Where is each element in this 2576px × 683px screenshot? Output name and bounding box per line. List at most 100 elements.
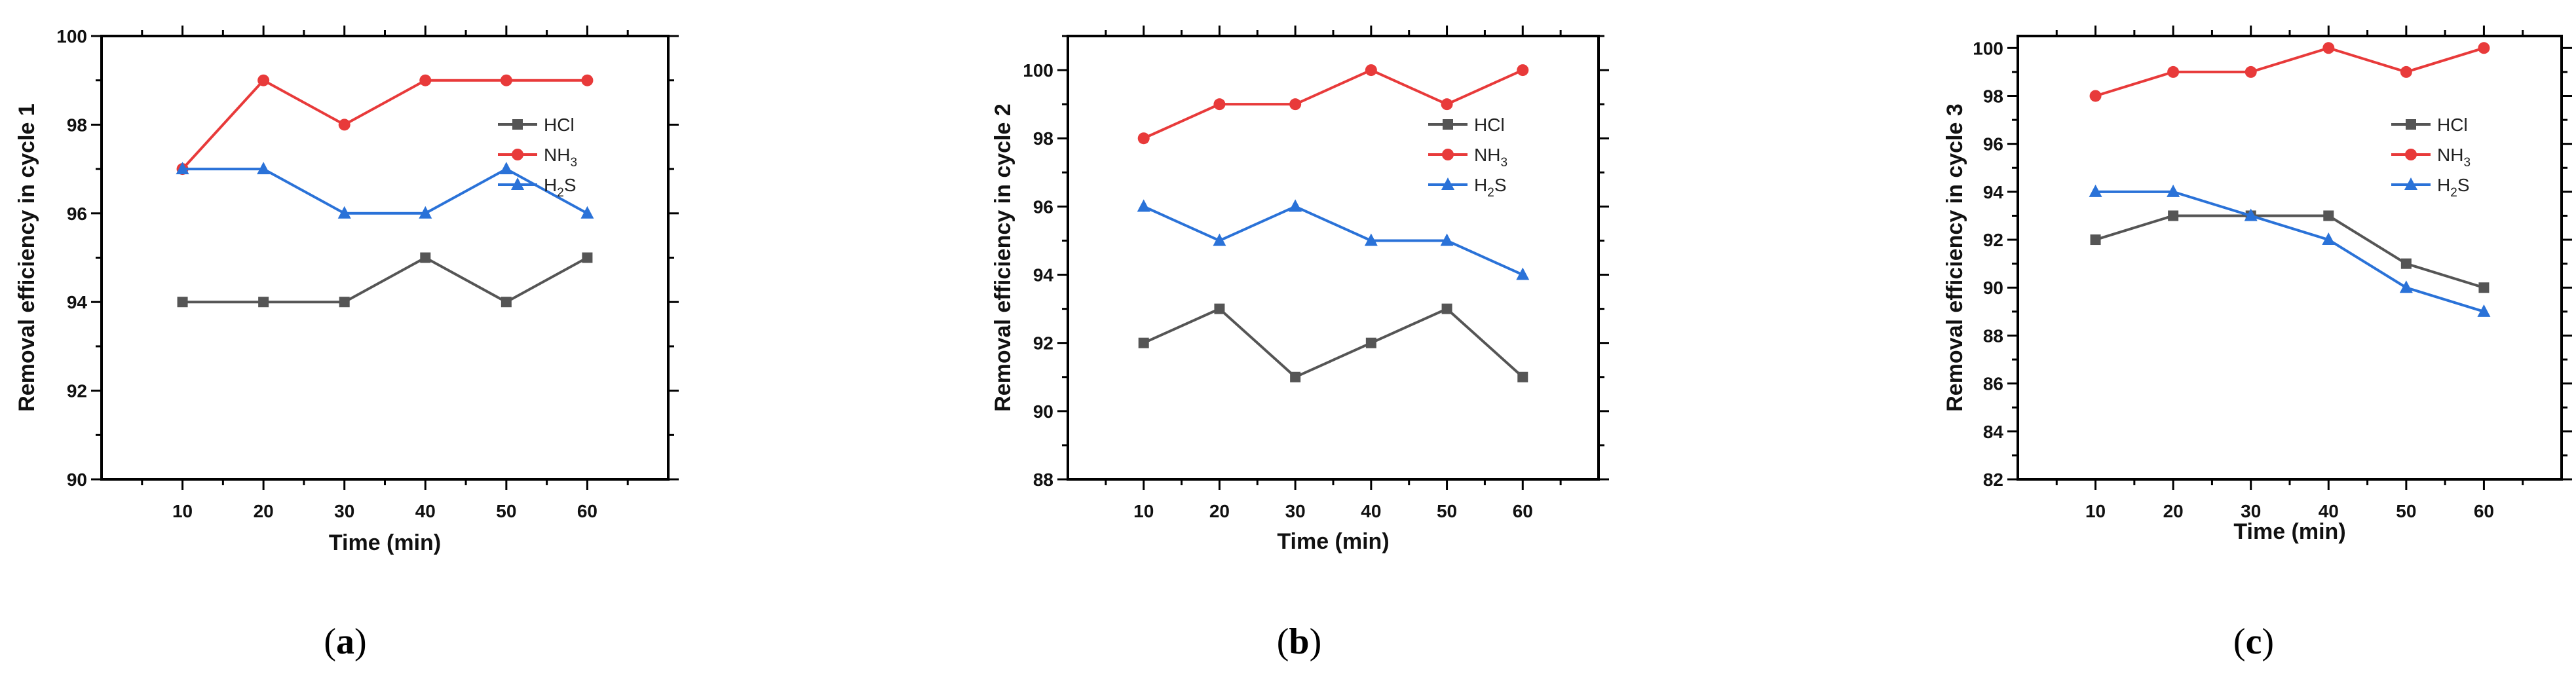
panel-paren: ) (1310, 621, 1322, 662)
series-line (1143, 205, 1524, 276)
x-tick-label: 60 (577, 501, 597, 521)
legend-marker (1442, 149, 1454, 160)
legend-label-tail: S (564, 175, 577, 195)
legend-marker (2405, 149, 2417, 160)
legend-entry-HCl: HCl (1428, 115, 1505, 135)
data-point (2400, 65, 2412, 78)
data-point (1137, 199, 1150, 212)
y-tick-label: 94 (1983, 182, 2004, 202)
legend-marker (511, 177, 524, 190)
data-point (257, 74, 270, 86)
y-tick-label: 98 (1983, 86, 2003, 106)
y-tick-label: 96 (1983, 134, 2003, 155)
data-point (339, 297, 350, 308)
panel-paren: ( (1277, 621, 1289, 662)
legend-entry-NH3: NH3 (498, 145, 577, 170)
legend-label: NH3 (544, 145, 577, 170)
series-line (2094, 214, 2485, 289)
series-line (181, 79, 588, 170)
y-tick-label: 86 (1983, 374, 2003, 394)
data-point (582, 252, 593, 263)
legend-label: NH3 (2437, 145, 2471, 170)
data-point (337, 206, 351, 219)
series-NH3 (2089, 42, 2490, 102)
data-point (1365, 64, 1377, 77)
series-line (2094, 46, 2485, 98)
data-point (2322, 42, 2335, 54)
legend-label-subscript: 2 (2450, 186, 2457, 200)
legend-entry-H2S: H2S (2391, 175, 2470, 200)
legend-label: HCl (2437, 115, 2468, 135)
data-point (1364, 233, 1378, 246)
x-tick-label: 20 (1209, 501, 1230, 521)
x-tick-label: 60 (2474, 501, 2494, 521)
data-point (1289, 98, 1302, 111)
legend-label-subscript: 2 (1487, 186, 1494, 200)
data-point (1441, 98, 1453, 111)
data-point (1214, 303, 1225, 314)
series-line (2095, 190, 2485, 313)
y-axis-title: Removal efficiency in cycle 1 (14, 103, 39, 412)
legend-label-subscript: 3 (570, 156, 577, 170)
x-tick-label: 50 (1437, 501, 1457, 521)
x-tick-label: 10 (172, 501, 193, 521)
x-tick-label: 40 (1361, 501, 1381, 521)
series-line (182, 256, 588, 304)
series-H2S (1137, 199, 1530, 280)
data-point (257, 162, 271, 175)
series-H2S (176, 162, 594, 219)
y-tick-label: 94 (67, 292, 88, 312)
y-tick-label: 88 (1033, 470, 1053, 490)
data-point (2244, 208, 2258, 221)
panel-letter: a (336, 621, 354, 662)
data-point (2089, 90, 2102, 102)
series-H2S (2089, 184, 2491, 317)
legend-entry-NH3: NH3 (1428, 145, 1507, 170)
panel-label-c: (c) (2233, 621, 2274, 662)
y-tick-label: 98 (1033, 128, 1053, 149)
y-tick-label: 92 (67, 381, 87, 401)
series-HCl (177, 252, 593, 308)
x-tick-label: 20 (2163, 501, 2184, 521)
legend-entry-HCl: HCl (498, 115, 575, 135)
legend-entry-HCl: HCl (2391, 115, 2468, 135)
legend-entry-NH3: NH3 (2391, 145, 2471, 170)
legend-label-main: HCl (544, 115, 575, 135)
x-tick-label: 20 (254, 501, 274, 521)
legend-marker (2406, 119, 2416, 130)
chart-panel-c: 10 20 30 40 50 60 82 84 86 88 90 92 94 96 98 100 Time (m… (1942, 26, 2572, 544)
data-point (420, 252, 431, 263)
data-point (501, 297, 512, 308)
data-point (419, 206, 432, 219)
plot-frame (1067, 35, 1600, 481)
data-point (2245, 65, 2257, 78)
x-tick-label: 60 (1513, 501, 1533, 521)
plot-frame (2017, 35, 2563, 481)
data-point (1213, 98, 1226, 111)
legend-label: HCl (1474, 115, 1505, 135)
y-tick-label: 92 (1033, 333, 1053, 354)
data-point (2477, 304, 2491, 317)
y-tick-label: 82 (1983, 470, 2003, 490)
data-point (2167, 184, 2180, 197)
legend-label-tail: S (2457, 175, 2470, 195)
data-point (2478, 282, 2490, 293)
x-tick-label: 10 (1133, 501, 1154, 521)
x-tick-label: 10 (2085, 501, 2106, 521)
series-HCl (2090, 210, 2490, 293)
panel-letter: c (2246, 621, 2262, 662)
y-tick-label: 90 (1033, 401, 1053, 422)
series-HCl (1138, 303, 1528, 382)
y-tick-label: 96 (67, 204, 87, 224)
legend-label-tail: S (1494, 175, 1507, 195)
legend-label: HCl (544, 115, 575, 135)
legend-marker (1443, 119, 1453, 130)
legend-label-main: HCl (1474, 115, 1505, 135)
data-point (1290, 371, 1301, 382)
data-point (1517, 371, 1528, 382)
data-point (177, 297, 188, 308)
panel-label-b: (b) (1277, 621, 1321, 662)
y-tick-label: 100 (1023, 60, 1053, 81)
data-point (1365, 337, 1376, 348)
